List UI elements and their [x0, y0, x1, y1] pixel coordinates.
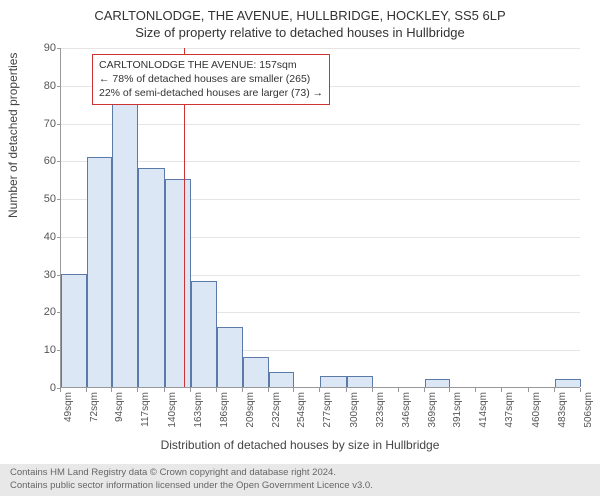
xtick-label: 437sqm: [504, 392, 515, 428]
xtick-mark: [242, 388, 243, 392]
histogram-bar: [555, 379, 581, 387]
xtick-mark: [424, 388, 425, 392]
footer-line-2: Contains public sector information licen…: [10, 480, 590, 492]
xtick-mark: [86, 388, 87, 392]
annotation-line-3: 22% of semi-detached houses are larger (…: [99, 86, 323, 100]
chart-container: CARLTONLODGE, THE AVENUE, HULLBRIDGE, HO…: [0, 0, 600, 500]
ytick-label: 70: [26, 118, 56, 130]
xtick-mark: [268, 388, 269, 392]
xtick-mark: [528, 388, 529, 392]
xtick-label: 277sqm: [322, 392, 333, 428]
xtick-label: 140sqm: [167, 392, 178, 428]
histogram-bar: [112, 104, 138, 387]
xtick-mark: [164, 388, 165, 392]
ytick-label: 80: [26, 80, 56, 92]
ytick-mark: [57, 86, 61, 87]
xtick-label: 323sqm: [375, 392, 386, 428]
xtick-label: 186sqm: [219, 392, 230, 428]
ytick-label: 0: [26, 382, 56, 394]
histogram-bar: [243, 357, 269, 387]
xtick-mark: [475, 388, 476, 392]
annotation-line-2: ← 78% of detached houses are smaller (26…: [99, 72, 323, 86]
histogram-bar: [425, 379, 450, 387]
xtick-label: 460sqm: [531, 392, 542, 428]
xtick-mark: [60, 388, 61, 392]
x-axis-label: Distribution of detached houses by size …: [0, 438, 600, 452]
ytick-mark: [57, 161, 61, 162]
xtick-mark: [111, 388, 112, 392]
ytick-mark: [57, 237, 61, 238]
y-axis-label: Number of detached properties: [6, 53, 20, 218]
histogram-bar: [61, 274, 87, 387]
xtick-mark: [216, 388, 217, 392]
xtick-label: 414sqm: [478, 392, 489, 428]
histogram-bar: [87, 157, 112, 387]
xtick-label: 254sqm: [296, 392, 307, 428]
xtick-label: 506sqm: [583, 392, 594, 428]
footer-line-1: Contains HM Land Registry data © Crown c…: [10, 467, 590, 479]
histogram-bar: [191, 281, 217, 387]
xtick-label: 163sqm: [193, 392, 204, 428]
xtick-label: 72sqm: [89, 392, 100, 422]
xtick-mark: [137, 388, 138, 392]
annotation-line-1: CARLTONLODGE THE AVENUE: 157sqm: [99, 58, 323, 72]
xtick-mark: [190, 388, 191, 392]
histogram-bar: [138, 168, 164, 387]
annotation-box: CARLTONLODGE THE AVENUE: 157sqm ← 78% of…: [92, 54, 330, 105]
chart-title-main: CARLTONLODGE, THE AVENUE, HULLBRIDGE, HO…: [0, 0, 600, 23]
xtick-mark: [398, 388, 399, 392]
xtick-label: 232sqm: [271, 392, 282, 428]
ytick-mark: [57, 48, 61, 49]
gridline: [61, 124, 580, 125]
histogram-bar: [217, 327, 243, 387]
ytick-label: 30: [26, 269, 56, 281]
ytick-label: 40: [26, 231, 56, 243]
xtick-label: 483sqm: [557, 392, 568, 428]
footer: Contains HM Land Registry data © Crown c…: [0, 464, 600, 496]
ytick-label: 90: [26, 42, 56, 54]
ytick-label: 20: [26, 306, 56, 318]
chart-title-sub: Size of property relative to detached ho…: [0, 23, 600, 40]
xtick-mark: [501, 388, 502, 392]
xtick-label: 49sqm: [63, 392, 74, 422]
histogram-bar: [347, 376, 373, 387]
xtick-mark: [554, 388, 555, 392]
ytick-label: 50: [26, 193, 56, 205]
gridline: [61, 48, 580, 49]
xtick-mark: [372, 388, 373, 392]
ytick-mark: [57, 124, 61, 125]
xtick-mark: [319, 388, 320, 392]
xtick-mark: [346, 388, 347, 392]
xtick-label: 117sqm: [140, 392, 151, 427]
xtick-label: 369sqm: [427, 392, 438, 428]
ytick-mark: [57, 199, 61, 200]
xtick-label: 300sqm: [349, 392, 360, 428]
xtick-mark: [293, 388, 294, 392]
ytick-label: 60: [26, 155, 56, 167]
gridline: [61, 161, 580, 162]
chart-area: CARLTONLODGE THE AVENUE: 157sqm ← 78% of…: [60, 48, 580, 388]
xtick-label: 391sqm: [452, 392, 463, 428]
ytick-label: 10: [26, 344, 56, 356]
histogram-bar: [269, 372, 294, 387]
xtick-mark: [449, 388, 450, 392]
histogram-bar: [320, 376, 346, 387]
xtick-label: 209sqm: [245, 392, 256, 428]
xtick-label: 94sqm: [114, 392, 125, 422]
xtick-label: 346sqm: [401, 392, 412, 428]
histogram-bar: [165, 179, 191, 387]
xtick-mark: [580, 388, 581, 392]
